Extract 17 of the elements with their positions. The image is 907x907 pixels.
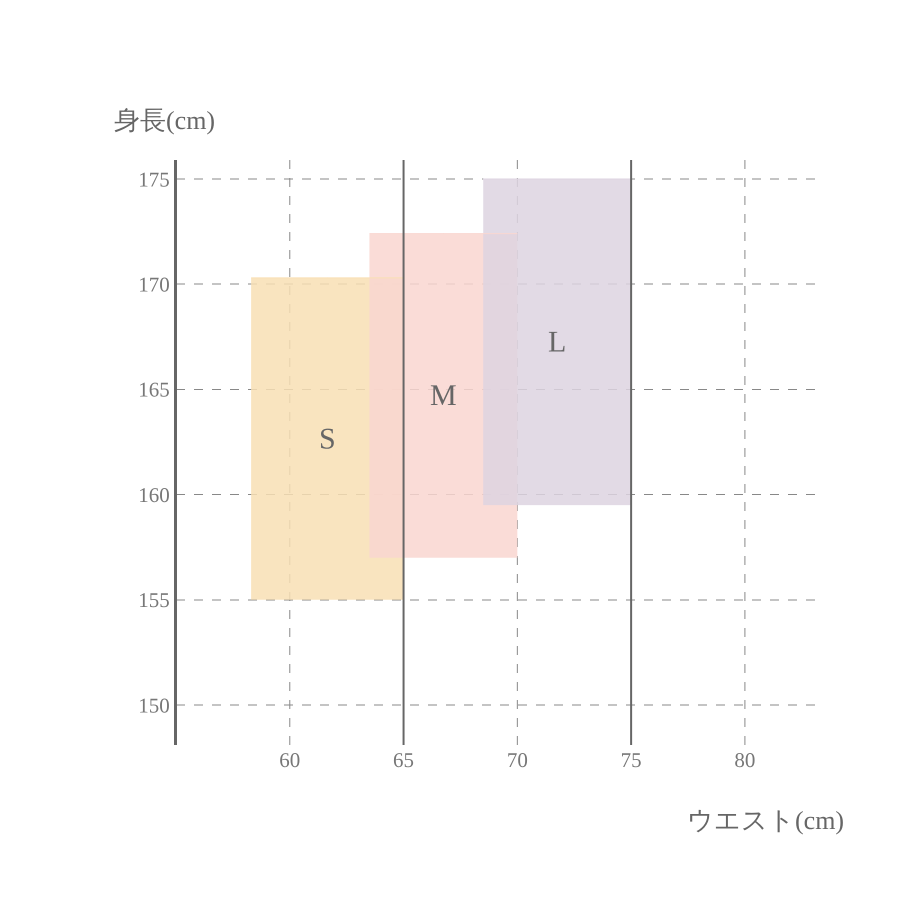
- x-tick-label: 75: [620, 748, 642, 772]
- x-tick-label: 65: [393, 748, 414, 772]
- bar: [483, 178, 632, 506]
- y-tick-label: 170: [138, 272, 170, 296]
- series-label: M: [430, 379, 457, 412]
- x-tick-label: 60: [279, 748, 300, 772]
- x-axis-title: ウエスト(cm): [687, 806, 844, 835]
- series-label: L: [548, 326, 566, 359]
- y-axis-title: 身長(cm): [114, 106, 216, 135]
- series-label: S: [318, 422, 336, 456]
- x-tick-label: 80: [734, 748, 756, 772]
- y-tick-label: 165: [138, 378, 170, 402]
- y-tick-label: 175: [138, 167, 170, 192]
- y-tick-label: 150: [138, 693, 170, 718]
- y-tick-label: 160: [138, 482, 170, 507]
- y-tick-label: 155: [138, 588, 170, 612]
- x-tick-label: 70: [506, 748, 528, 772]
